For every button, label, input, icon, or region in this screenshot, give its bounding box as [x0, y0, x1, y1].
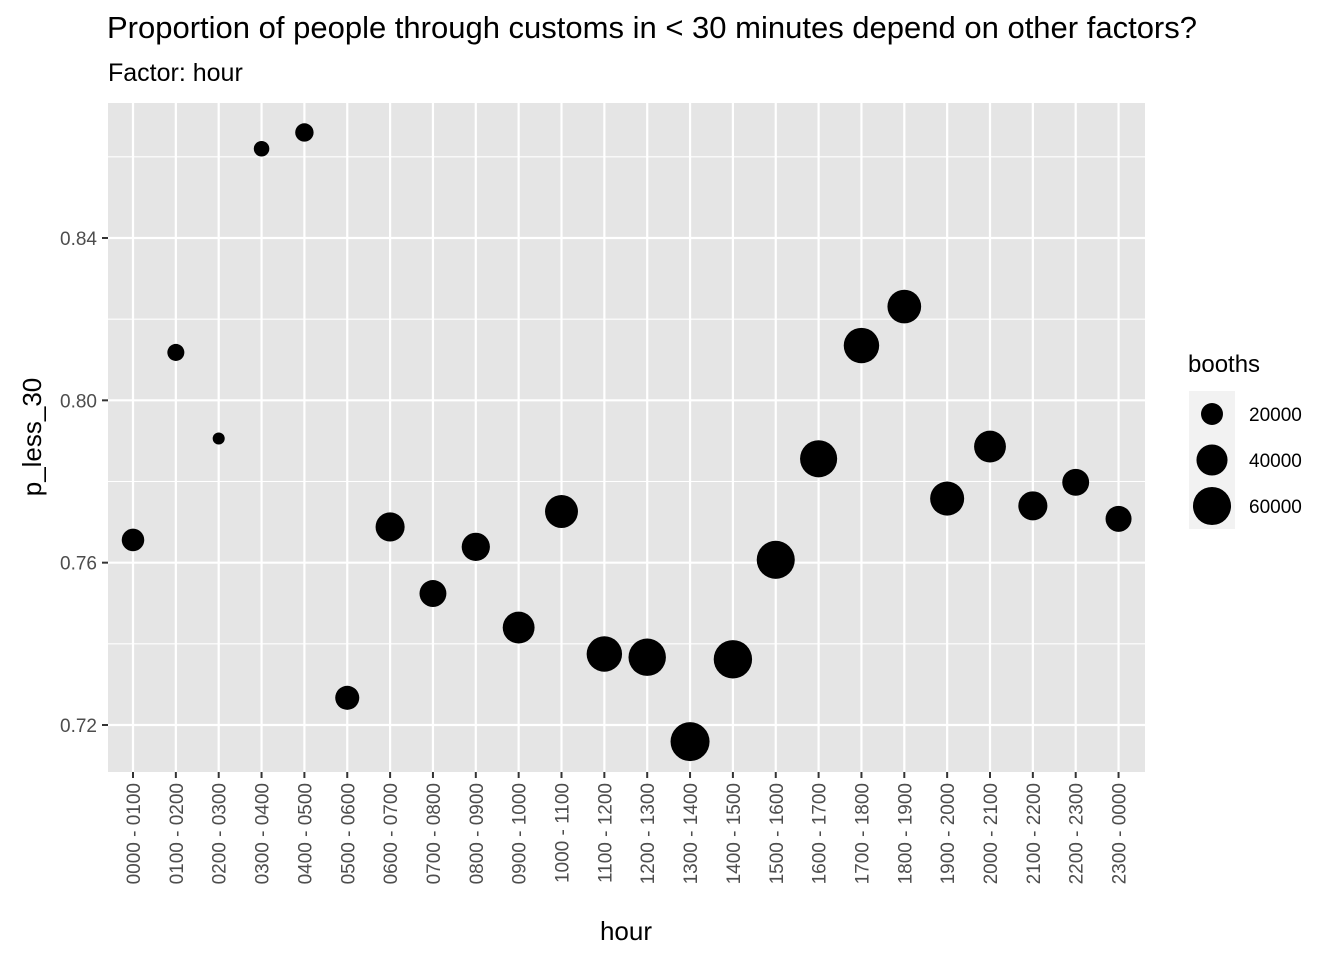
data-point — [1018, 491, 1048, 521]
grid-lines — [108, 103, 1145, 772]
data-point — [375, 512, 405, 542]
data-point — [335, 685, 360, 710]
x-tick-label: 2000 - 2100 — [981, 783, 1002, 884]
y-tick-label: 0.72 — [60, 716, 97, 737]
x-tick-label: 0000 - 0100 — [124, 783, 145, 884]
legend-point — [1201, 403, 1223, 425]
y-tick-label: 0.76 — [60, 554, 97, 575]
data-point — [974, 430, 1006, 463]
data-point — [545, 495, 578, 529]
y-tick-label: 0.84 — [60, 229, 97, 250]
x-tick-label: 1900 - 2000 — [938, 783, 959, 884]
legend-title: booths — [1188, 351, 1260, 378]
x-tick-label: 0700 - 0800 — [424, 783, 445, 884]
data-point — [461, 532, 490, 561]
legend-label: 20000 — [1249, 405, 1302, 426]
axes: 0.72 0.76 0.80 0.84 0000 - 0100 0100 - 0200 02… — [60, 229, 1131, 884]
x-tick-label: 1100 - 1200 — [595, 783, 616, 883]
y-axis-title: p_less_30 — [17, 378, 47, 497]
x-tick-label: 2300 - 0000 — [1110, 783, 1131, 884]
legend-label: 40000 — [1249, 451, 1302, 472]
legend-point — [1192, 486, 1232, 526]
legend-label: 60000 — [1249, 497, 1302, 518]
data-point — [295, 123, 314, 142]
data-point — [628, 638, 666, 676]
x-tick-label: 1200 - 1300 — [638, 783, 659, 884]
x-tick-label: 1600 - 1700 — [810, 783, 831, 884]
data-point — [419, 580, 447, 607]
x-tick-label: 1300 - 1400 — [681, 783, 702, 884]
x-tick-label: 1700 - 1800 — [852, 783, 873, 884]
data-point — [843, 327, 880, 364]
data-point — [121, 528, 145, 552]
chart-title: Proportion of people through customs in … — [107, 10, 1197, 45]
data-point — [670, 722, 710, 762]
data-point — [887, 289, 922, 324]
data-point — [930, 481, 965, 516]
x-tick-label: 0900 - 1000 — [510, 783, 531, 884]
x-axis-title: hour — [600, 916, 652, 946]
data-point — [1105, 505, 1132, 532]
data-point — [253, 140, 270, 157]
x-tick-label: 1800 - 1900 — [895, 783, 916, 884]
x-tick-label: 1400 - 1500 — [724, 783, 745, 884]
x-tick-label: 0800 - 0900 — [467, 783, 488, 884]
x-tick-label: 0400 - 0500 — [295, 783, 316, 884]
x-tick-label: 1000 - 1100 — [553, 783, 574, 883]
data-point — [212, 432, 225, 445]
data-point — [1062, 468, 1090, 496]
data-point — [502, 611, 535, 644]
data-point — [800, 440, 838, 478]
data-points — [121, 123, 1132, 762]
x-tick-label: 0300 - 0400 — [253, 783, 274, 884]
x-tick-label: 0600 - 0700 — [381, 783, 402, 884]
size-legend: booths 20000 40000 60000 — [1188, 351, 1302, 529]
y-tick-label: 0.80 — [60, 391, 97, 412]
x-tick-label: 0500 - 0600 — [338, 783, 359, 884]
data-point — [167, 343, 185, 361]
data-point — [756, 540, 795, 579]
data-point — [586, 636, 623, 672]
chart-subtitle: Factor: hour — [108, 59, 243, 87]
x-tick-label: 1500 - 1600 — [767, 783, 788, 884]
x-tick-label: 2100 - 2200 — [1024, 783, 1045, 884]
legend-point — [1196, 444, 1228, 476]
x-tick-label: 2200 - 2300 — [1067, 783, 1088, 884]
data-point — [713, 640, 753, 679]
x-tick-label: 0200 - 0300 — [210, 783, 231, 884]
x-tick-label: 0100 - 0200 — [167, 783, 188, 884]
plot-panel — [108, 103, 1145, 772]
